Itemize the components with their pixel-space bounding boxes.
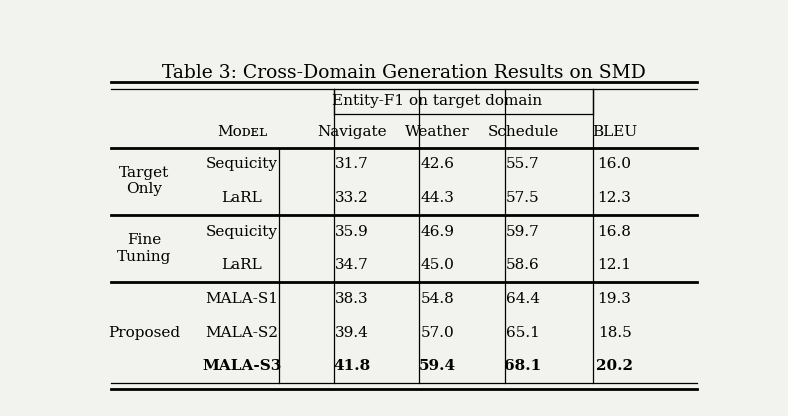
Text: Proposed: Proposed [108,326,180,339]
Text: Fine
Tuning: Fine Tuning [117,233,172,264]
Text: 12.3: 12.3 [597,191,631,205]
Text: 65.1: 65.1 [506,326,540,339]
Text: 16.8: 16.8 [597,225,631,239]
Text: LaRL: LaRL [221,191,262,205]
Text: BLEU: BLEU [592,125,637,139]
Text: 35.9: 35.9 [335,225,369,239]
Text: 57.0: 57.0 [421,326,455,339]
Text: Navigate: Navigate [317,125,387,139]
Text: 59.4: 59.4 [419,359,456,373]
Text: MALA-S1: MALA-S1 [206,292,278,306]
Text: Target
Only: Target Only [119,166,169,196]
Text: 58.6: 58.6 [506,258,540,272]
Text: 64.4: 64.4 [506,292,540,306]
Text: 33.2: 33.2 [335,191,369,205]
Text: Entity-F1 on target domain: Entity-F1 on target domain [333,94,542,108]
Text: Sequicity: Sequicity [206,157,278,171]
Text: 45.0: 45.0 [421,258,455,272]
Text: Weather: Weather [405,125,470,139]
Text: Schedule: Schedule [487,125,559,139]
Text: 18.5: 18.5 [597,326,631,339]
Text: 54.8: 54.8 [421,292,455,306]
Text: 44.3: 44.3 [421,191,455,205]
Text: 34.7: 34.7 [335,258,369,272]
Text: 31.7: 31.7 [335,157,369,171]
Text: 38.3: 38.3 [335,292,369,306]
Text: 57.5: 57.5 [506,191,540,205]
Text: Table 3: Cross-Domain Generation Results on SMD: Table 3: Cross-Domain Generation Results… [162,64,646,82]
Text: LaRL: LaRL [221,258,262,272]
Text: 46.9: 46.9 [421,225,455,239]
Text: 55.7: 55.7 [506,157,540,171]
Text: Sequicity: Sequicity [206,225,278,239]
Text: 41.8: 41.8 [333,359,370,373]
Text: 68.1: 68.1 [504,359,541,373]
Text: MALA-S2: MALA-S2 [206,326,278,339]
Text: 12.1: 12.1 [597,258,631,272]
Text: 16.0: 16.0 [597,157,631,171]
Text: MALA-S3: MALA-S3 [203,359,281,373]
Text: 59.7: 59.7 [506,225,540,239]
Text: 19.3: 19.3 [597,292,631,306]
Text: 42.6: 42.6 [421,157,455,171]
Text: 20.2: 20.2 [596,359,633,373]
Text: 39.4: 39.4 [335,326,369,339]
Text: Mᴏᴅᴇʟ: Mᴏᴅᴇʟ [217,125,267,139]
